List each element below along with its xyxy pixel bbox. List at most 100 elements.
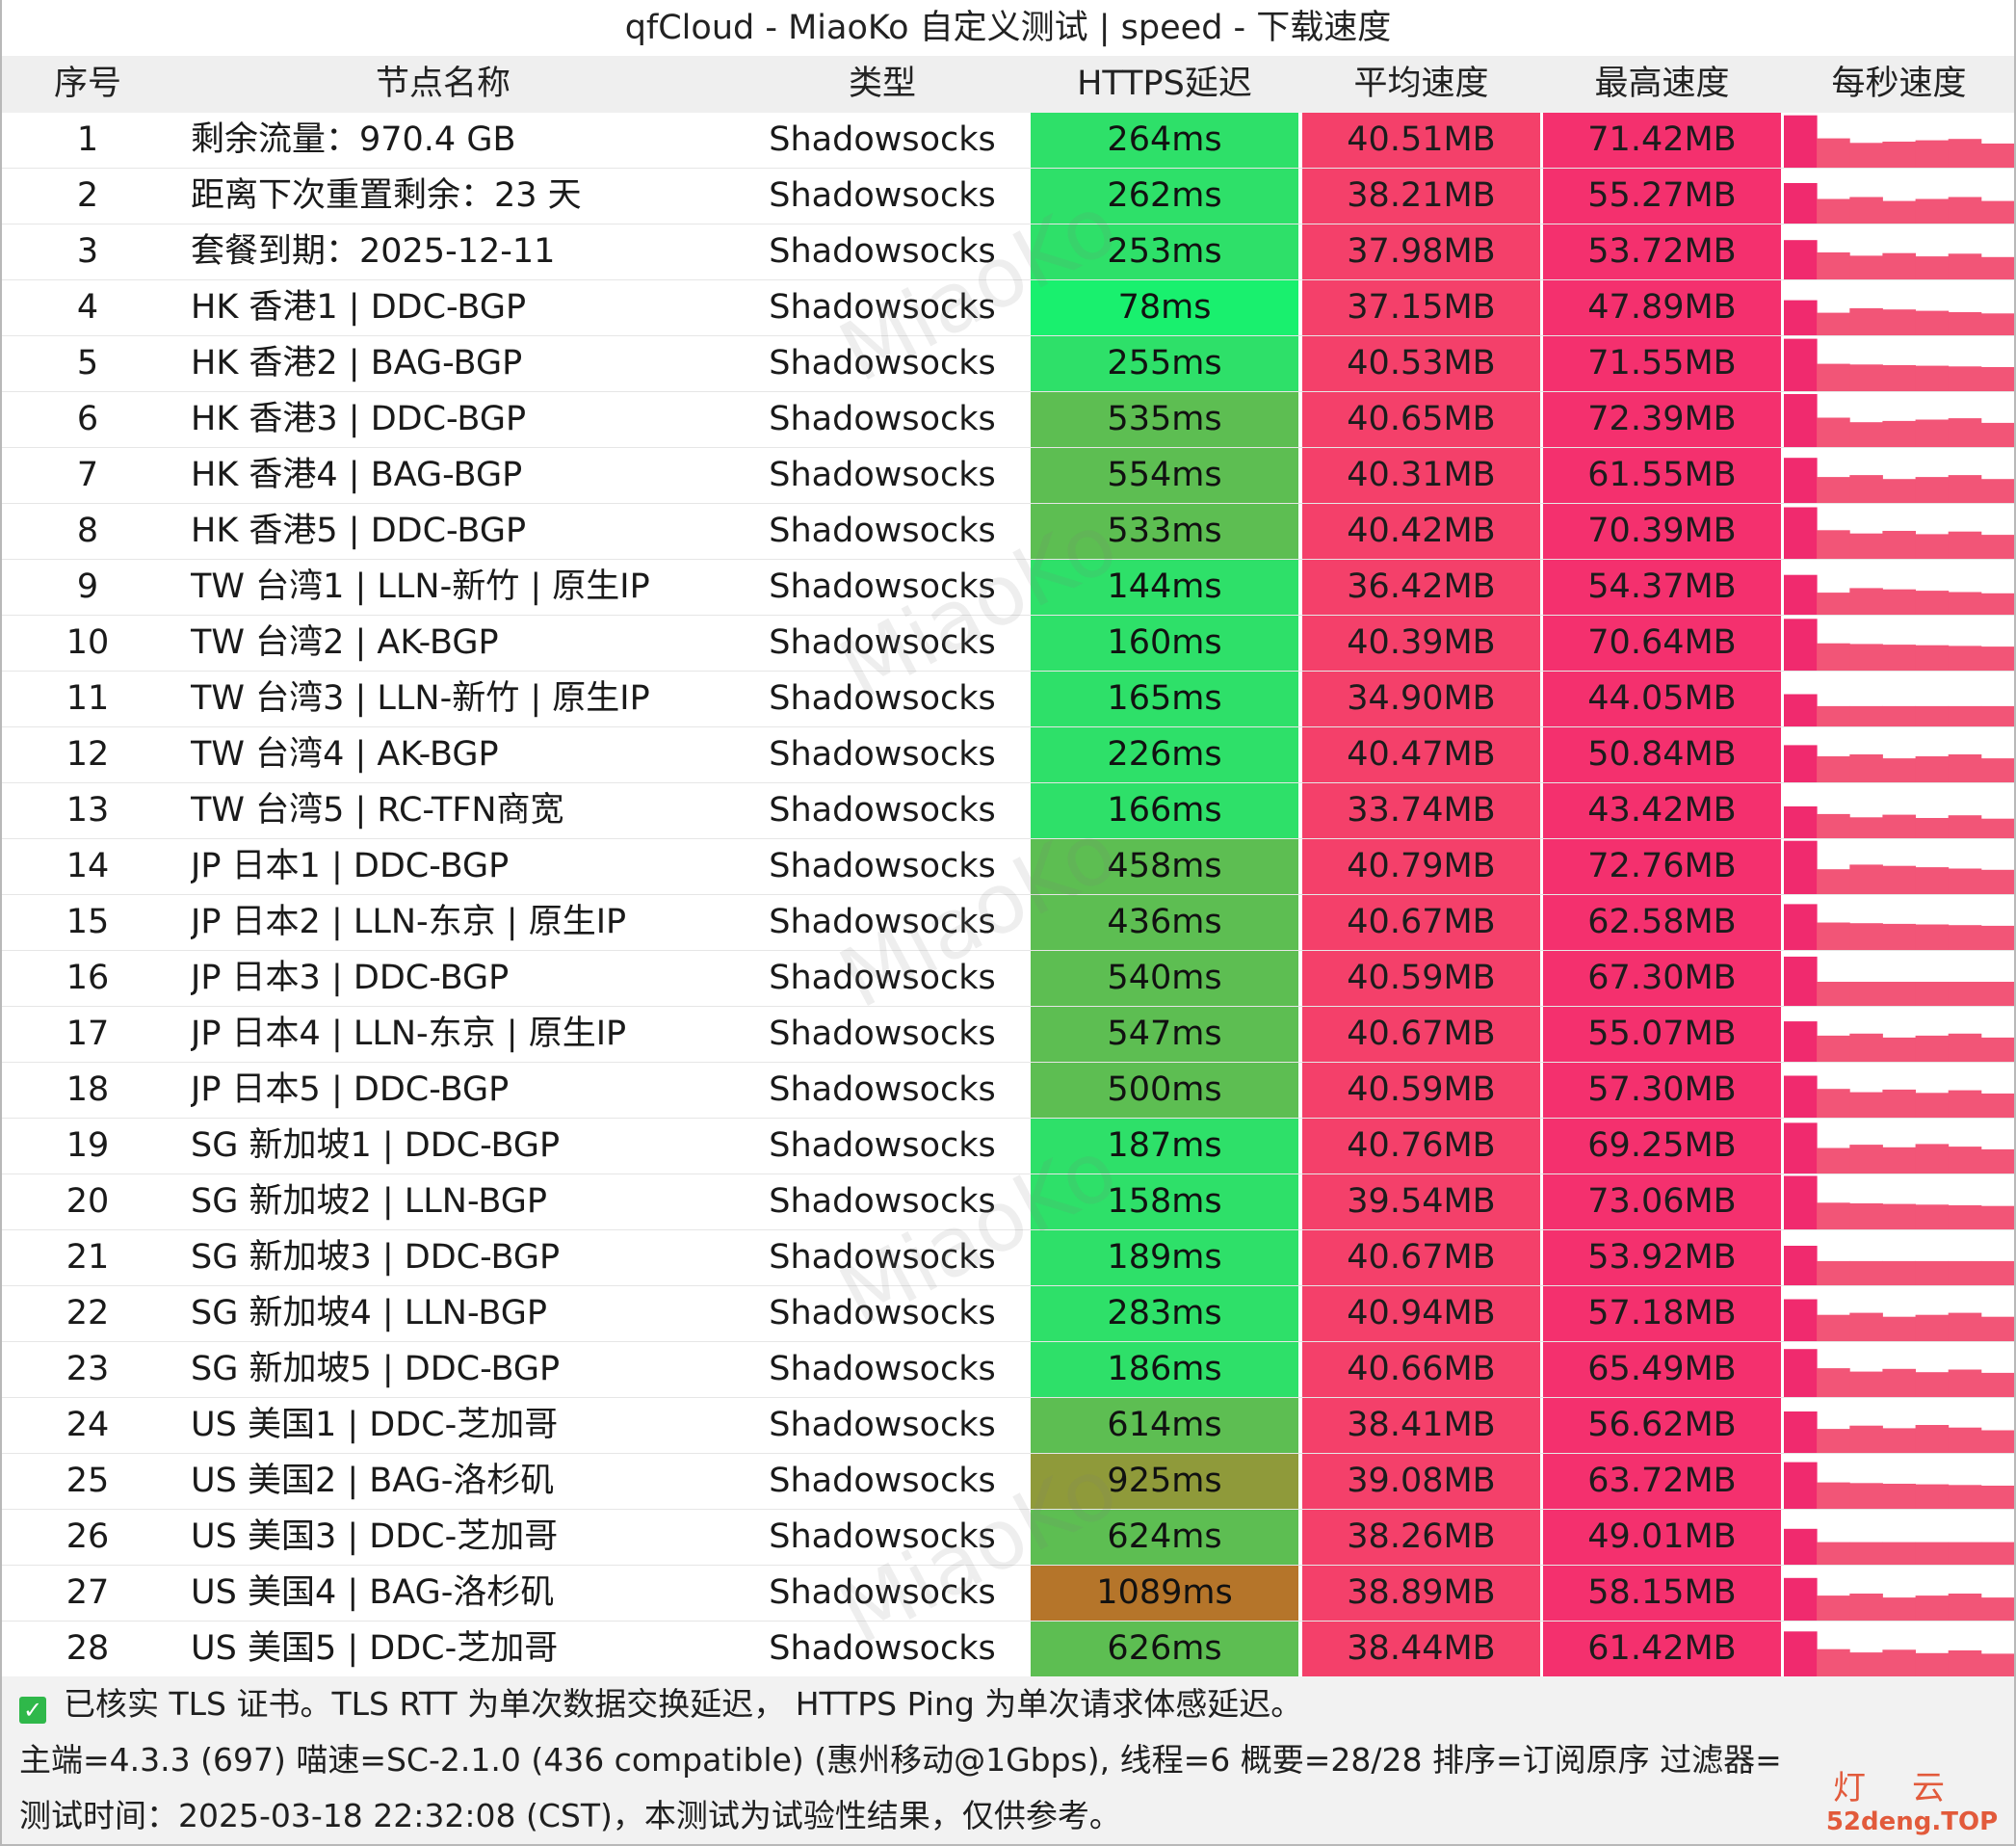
row-index: 26 <box>65 1517 110 1556</box>
per-second-speed-chart <box>1784 1007 2014 1062</box>
speed-bar <box>1882 1368 1916 1397</box>
node-name: TW 台湾2 | AK-BGP <box>191 623 499 662</box>
speed-bar <box>1980 982 2014 1006</box>
speed-bar <box>1817 1368 1850 1397</box>
speed-bar <box>1980 869 2014 894</box>
speed-bar <box>1817 477 1850 503</box>
max-speed: 53.92MB <box>1543 1230 1781 1285</box>
speed-bar <box>1849 1483 1883 1509</box>
average-speed: 37.98MB <box>1302 224 1540 279</box>
https-latency: 165ms <box>1031 672 1298 726</box>
node-name: SG 新加坡1 | DDC-BGP <box>191 1126 561 1165</box>
node-type: Shadowsocks <box>769 903 996 941</box>
speed-bar <box>1980 1542 2014 1565</box>
speed-bar <box>1980 1094 2014 1118</box>
speed-bar <box>1849 1312 1883 1341</box>
https-latency: 189ms <box>1031 1230 1298 1285</box>
speed-bar <box>1849 644 1883 671</box>
node-type: Shadowsocks <box>769 735 996 774</box>
speed-bar <box>1849 1425 1883 1453</box>
node-type: Shadowsocks <box>769 120 996 159</box>
speed-bar <box>1882 1542 1916 1565</box>
speed-bar <box>1882 309 1916 335</box>
speed-bar <box>1817 643 1850 671</box>
node-name: 套餐到期：2025-12-11 <box>191 232 556 271</box>
speed-bar <box>1817 1648 1850 1676</box>
row-index: 11 <box>65 679 110 718</box>
speed-bar <box>1849 197 1883 224</box>
max-speed: 57.18MB <box>1543 1286 1781 1341</box>
speed-bar <box>1915 756 1950 782</box>
speed-bar <box>1915 1260 1950 1285</box>
speed-bar <box>1948 815 1982 838</box>
node-name: SG 新加坡4 | LLN-BGP <box>191 1294 547 1332</box>
speed-bar <box>1915 867 1950 894</box>
max-speed: 71.42MB <box>1543 113 1781 168</box>
https-latency: 226ms <box>1031 727 1298 782</box>
table-row: 12 TW 台湾4 | AK-BGP Shadowsocks 226ms 40.47MB… <box>2 727 2014 783</box>
speed-bar <box>1882 923 1916 950</box>
speed-bar <box>1915 256 1950 279</box>
speed-bar <box>1849 1594 1883 1621</box>
row-index: 10 <box>65 623 110 662</box>
average-speed: 33.74MB <box>1302 783 1540 838</box>
average-speed: 40.47MB <box>1302 727 1540 782</box>
speed-bar <box>1882 982 1916 1006</box>
speed-bar <box>1784 115 1818 168</box>
row-index: 28 <box>65 1629 110 1668</box>
max-speed: 71.55MB <box>1543 336 1781 391</box>
max-speed: 70.39MB <box>1543 504 1781 559</box>
speed-bar <box>1882 1089 1916 1118</box>
average-speed: 39.08MB <box>1302 1454 1540 1509</box>
footer-line1: 已核实 TLS 证书。TLS RTT 为单次数据交换延迟， HTTPS Ping… <box>64 1685 1303 1723</box>
speed-bar <box>1915 1652 1950 1676</box>
table-row: 28 US 美国5 | DDC-芝加哥 Shadowsocks 626ms 38.44M… <box>2 1622 2014 1677</box>
https-latency: 253ms <box>1031 224 1298 279</box>
row-index: 21 <box>65 1238 110 1277</box>
average-speed: 40.76MB <box>1302 1119 1540 1174</box>
https-latency: 925ms <box>1031 1454 1298 1509</box>
node-type: Shadowsocks <box>769 623 996 662</box>
speed-bar <box>1915 198 1950 224</box>
node-name: HK 香港3 | DDC-BGP <box>191 400 527 438</box>
speed-bar <box>1948 1260 1982 1285</box>
speed-bar <box>1784 507 1818 559</box>
node-type: Shadowsocks <box>769 400 996 438</box>
speed-bar <box>1980 535 2014 559</box>
average-speed: 40.53MB <box>1302 336 1540 391</box>
row-index: 17 <box>65 1015 110 1053</box>
speed-bar <box>1980 1260 2014 1285</box>
https-latency: 186ms <box>1031 1342 1298 1397</box>
node-type: Shadowsocks <box>769 679 996 718</box>
per-second-speed-chart <box>1784 1230 2014 1285</box>
node-type: Shadowsocks <box>769 176 996 215</box>
speed-bar <box>1817 813 1850 838</box>
table-row: 5 HK 香港2 | BAG-BGP Shadowsocks 255ms 40.53MB… <box>2 336 2014 392</box>
node-name: SG 新加坡3 | DDC-BGP <box>191 1238 561 1277</box>
node-type: Shadowsocks <box>769 1294 996 1332</box>
speed-bar <box>1817 869 1850 894</box>
table-row: 22 SG 新加坡4 | LLN-BGP Shadowsocks 283ms 40.94… <box>2 1286 2014 1342</box>
node-type: Shadowsocks <box>769 1238 996 1277</box>
table-row: 23 SG 新加坡5 | DDC-BGP Shadowsocks 186ms 40.66… <box>2 1342 2014 1398</box>
max-speed: 69.25MB <box>1543 1119 1781 1174</box>
speed-bar <box>1784 1021 1818 1062</box>
table-row: 15 JP 日本2 | LLN-东京 | 原生IP Shadowsocks 436ms… <box>2 895 2014 951</box>
https-latency: 187ms <box>1031 1119 1298 1174</box>
max-speed: 61.42MB <box>1543 1622 1781 1676</box>
https-latency: 78ms <box>1031 280 1298 335</box>
max-speed: 47.89MB <box>1543 280 1781 335</box>
speed-bar <box>1882 531 1916 559</box>
speed-bar <box>1817 705 1850 726</box>
header-name: 节点名称 <box>375 65 511 103</box>
speed-bar <box>1882 200 1916 224</box>
https-latency: 144ms <box>1031 560 1298 615</box>
https-latency: 160ms <box>1031 616 1298 671</box>
row-index: 27 <box>65 1573 110 1612</box>
speed-bar <box>1784 1349 1818 1397</box>
https-latency: 1089ms <box>1031 1566 1298 1621</box>
speed-bar <box>1849 533 1883 559</box>
node-type: Shadowsocks <box>769 288 996 327</box>
node-type: Shadowsocks <box>769 1015 996 1053</box>
speed-bar <box>1817 312 1850 335</box>
